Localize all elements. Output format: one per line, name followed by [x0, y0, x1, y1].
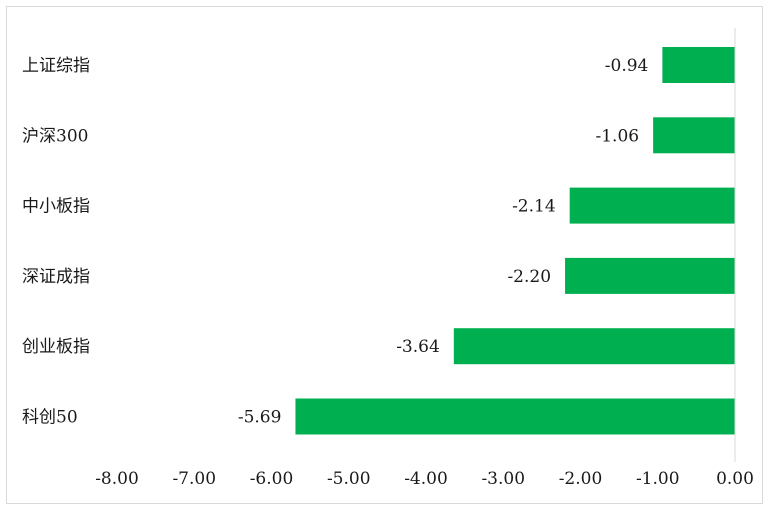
bar-4	[565, 257, 735, 294]
x-tick-label: 0.00	[716, 469, 754, 489]
x-tick-label: -1.00	[636, 469, 680, 489]
x-tick-label: -7.00	[172, 469, 216, 489]
category-label: 沪深300	[22, 126, 88, 146]
category-label: 上证综指	[22, 56, 90, 76]
category-label: 创业板指	[22, 337, 90, 357]
category-label: 深证成指	[22, 267, 90, 287]
bar-6	[295, 398, 735, 435]
x-tick-label: -8.00	[95, 469, 139, 489]
category-label: 中小板指	[22, 197, 90, 217]
x-tick-label: -5.00	[327, 469, 371, 489]
x-tick-label: -2.00	[559, 469, 603, 489]
bar-2	[653, 117, 735, 154]
category-label: 科创50	[22, 408, 78, 428]
data-label: -2.20	[507, 267, 551, 287]
bar-5	[453, 328, 735, 365]
data-label: -2.14	[512, 197, 556, 217]
bar-1	[662, 47, 735, 83]
x-tick-label: -6.00	[250, 469, 294, 489]
data-label: -3.64	[396, 337, 440, 357]
x-tick-label: -3.00	[481, 469, 525, 489]
data-label: -5.69	[238, 408, 282, 428]
data-label: -0.94	[605, 56, 649, 76]
bar-3	[569, 187, 735, 224]
data-label: -1.06	[596, 126, 640, 146]
x-tick-label: -4.00	[404, 469, 448, 489]
